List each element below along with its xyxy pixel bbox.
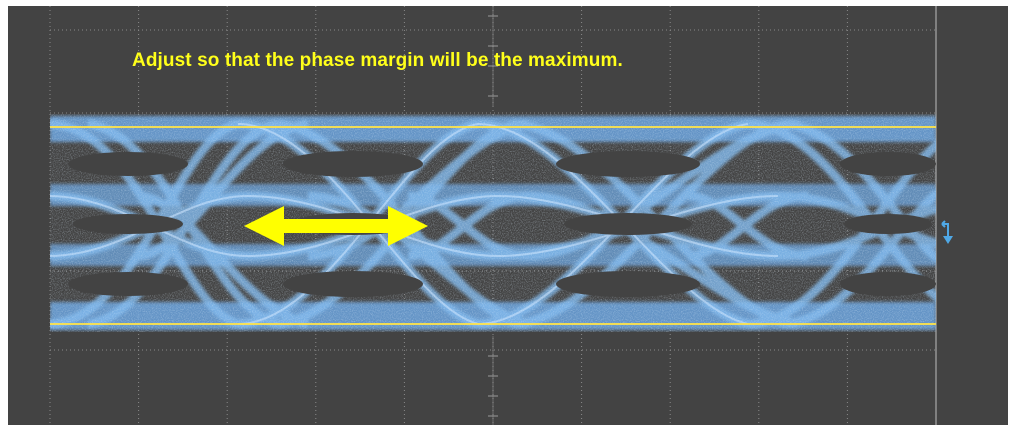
phase-margin-instruction: Adjust so that the phase margin will be … bbox=[132, 50, 623, 71]
eye-openings bbox=[68, 151, 936, 297]
graticule-center-ticks bbox=[488, 6, 498, 425]
trigger-level-icon[interactable] bbox=[941, 220, 953, 244]
threshold-lines bbox=[50, 126, 936, 325]
eye-pattern bbox=[50, 114, 936, 332]
eye-diagram-display bbox=[49, 6, 953, 425]
scope-display: Adjust so that the phase margin will be … bbox=[8, 6, 1008, 425]
double-arrow-icon bbox=[244, 206, 428, 246]
